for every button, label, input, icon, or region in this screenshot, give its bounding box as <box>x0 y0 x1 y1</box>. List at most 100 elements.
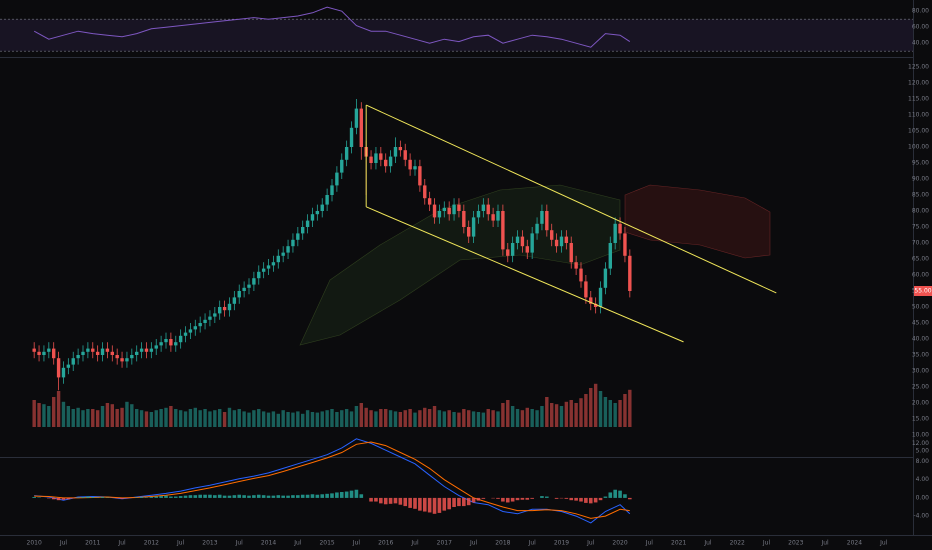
histogram-bar <box>32 497 36 498</box>
volume-bar <box>418 410 422 427</box>
y-tick-label: 4.00 <box>916 476 930 483</box>
candle-body <box>76 355 80 359</box>
candle-body <box>418 166 422 186</box>
volume-bar <box>130 404 134 427</box>
candle-body <box>159 342 163 346</box>
histogram-bar <box>291 495 295 498</box>
candle-body <box>125 358 129 362</box>
candle-body <box>579 268 583 282</box>
x-tick-label: Jul <box>820 540 829 547</box>
band-fill <box>0 19 913 52</box>
x-tick-label: 2018 <box>495 540 510 547</box>
y-tick-label: 40.00 <box>912 40 929 47</box>
histogram-bar <box>418 497 422 511</box>
candle-body <box>335 172 339 186</box>
candle-body <box>291 239 295 247</box>
volume-bar <box>442 411 446 427</box>
histogram-bar <box>276 495 281 498</box>
x-tick-label: 2021 <box>671 540 686 547</box>
histogram-bar <box>256 494 261 498</box>
x-tick-label: 2024 <box>847 540 862 547</box>
candle-body <box>374 153 378 163</box>
candle-body <box>174 342 178 346</box>
x-tick-label: Jul <box>762 540 771 547</box>
candle-body <box>593 303 598 307</box>
histogram-bar <box>554 497 559 499</box>
y-tick-label: 110.00 <box>908 112 929 119</box>
volume-bar <box>501 403 505 427</box>
volume-bar <box>188 409 193 427</box>
histogram-bar <box>281 495 285 498</box>
volume-bar <box>169 406 173 427</box>
x-tick-label: Jul <box>410 540 419 547</box>
volume-bar <box>100 406 105 427</box>
histogram-bar <box>310 494 315 498</box>
volume-bar <box>208 411 212 427</box>
candle-body <box>569 243 573 263</box>
candle-body <box>476 211 481 218</box>
volume-bar <box>340 410 344 427</box>
volume-bar <box>252 410 256 427</box>
volume-bar <box>110 404 114 427</box>
x-tick-label: Jul <box>235 540 244 547</box>
candle-body <box>413 166 417 170</box>
x-tick-label: Jul <box>879 540 888 547</box>
volume-bar <box>335 412 339 427</box>
x-tick-label: 2023 <box>788 540 803 547</box>
candle-body <box>623 233 627 256</box>
volume-bar <box>515 409 520 427</box>
y-tick-label: 60.00 <box>912 24 929 31</box>
candle-body <box>520 236 525 247</box>
candle-body <box>252 278 256 285</box>
candle-body <box>120 358 124 362</box>
volume-bar <box>569 400 573 427</box>
channel-line <box>365 104 777 294</box>
candle-body <box>139 348 144 352</box>
candle-body <box>242 287 246 291</box>
histogram-bar <box>330 493 334 498</box>
candle-body <box>398 147 403 151</box>
y-tick-label: 30.00 <box>912 368 929 375</box>
x-tick-label: 2015 <box>319 540 334 547</box>
volume-bar <box>579 398 583 427</box>
volume-bar <box>81 410 85 427</box>
volume-bar <box>427 409 432 427</box>
y-tick-label: 8.00 <box>916 458 930 465</box>
volume-bar <box>95 410 100 427</box>
volume-bar <box>354 406 359 427</box>
candle-body <box>408 159 412 170</box>
volume-bar <box>471 411 476 427</box>
x-tick-label: Jul <box>59 540 68 547</box>
volume-bar <box>271 411 276 427</box>
candle-body <box>491 214 495 221</box>
candle-body <box>598 287 603 307</box>
volume-bar <box>86 409 90 427</box>
volume-bar <box>257 409 261 427</box>
histogram-bar <box>252 495 256 498</box>
y-tick-label: 10.00 <box>912 432 929 439</box>
candle-body <box>437 211 442 218</box>
candle-body <box>388 156 393 167</box>
histogram-bar <box>86 496 90 498</box>
candle-body <box>369 156 373 163</box>
x-tick-label: Jul <box>352 540 361 547</box>
candle-body <box>42 351 46 355</box>
candle-body <box>193 326 197 330</box>
volume-bar <box>276 413 280 427</box>
volume-bar <box>174 409 178 427</box>
x-tick-label: 2013 <box>202 540 217 547</box>
volume-bar <box>364 407 368 427</box>
candle-body <box>320 204 324 211</box>
candle-body <box>618 223 622 234</box>
volume-bar <box>56 391 61 427</box>
candle-body <box>452 204 456 215</box>
volume-bar <box>506 400 510 427</box>
candle-body <box>130 355 134 359</box>
candle-body <box>530 233 534 253</box>
candle-body <box>301 227 305 234</box>
volume-bar <box>203 409 207 427</box>
volume-bar <box>222 412 227 427</box>
histogram-bar <box>61 497 66 500</box>
y-tick-label: 0.00 <box>916 494 930 501</box>
volume-bar <box>281 410 285 427</box>
